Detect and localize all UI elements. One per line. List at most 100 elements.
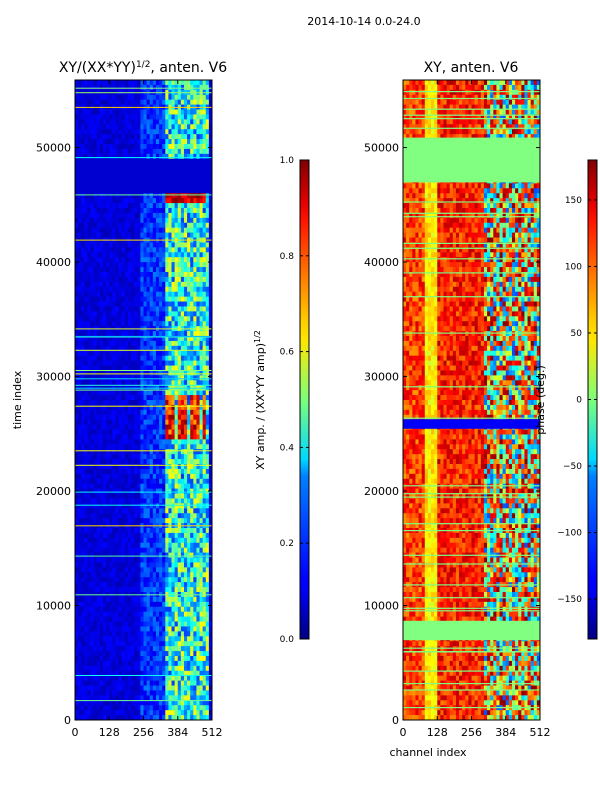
heatmap-cell <box>162 306 166 312</box>
heatmap-cell <box>127 572 132 578</box>
heatmap-cell <box>124 242 129 248</box>
heatmap-cell <box>106 498 110 504</box>
heatmap-cell <box>183 537 188 544</box>
heatmap-cell <box>99 478 104 484</box>
heatmap-cell <box>165 587 169 593</box>
heatmap-cell <box>171 380 175 386</box>
heatmap-cell <box>124 134 129 140</box>
heatmap-cell <box>81 547 85 553</box>
heatmap-cell <box>115 336 119 342</box>
heatmap-cell <box>81 360 85 366</box>
heatmap-cell <box>202 345 207 352</box>
heatmap-cell <box>187 557 191 563</box>
heatmap-cell <box>174 242 179 248</box>
heatmap-cell <box>118 621 122 627</box>
heatmap-cell <box>202 232 207 238</box>
heatmap-cell <box>149 129 154 135</box>
heatmap-cell <box>199 94 203 100</box>
heatmap-cell <box>183 380 188 386</box>
heatmap-cell <box>143 572 147 578</box>
heatmap-cell <box>106 188 110 194</box>
heatmap-cell <box>199 513 203 519</box>
heatmap-cell <box>146 424 151 430</box>
heatmap-cell <box>149 124 154 130</box>
heatmap-cell <box>155 267 160 273</box>
heatmap-cell <box>152 173 157 179</box>
heatmap-cell <box>90 321 94 327</box>
heatmap-cell <box>118 119 122 125</box>
heatmap-cell <box>162 84 166 91</box>
heatmap-cell <box>78 596 82 603</box>
heatmap-cell <box>137 340 141 347</box>
heatmap-cell <box>159 454 163 460</box>
heatmap-cell <box>193 217 197 224</box>
heatmap-cell <box>183 611 188 617</box>
heatmap-cell <box>149 306 154 312</box>
heatmap-cell <box>109 350 113 356</box>
heatmap-cell <box>121 252 126 258</box>
heatmap-cell <box>149 355 154 361</box>
heatmap-cell <box>146 247 151 253</box>
heatmap-cell <box>75 572 79 578</box>
heatmap-cell <box>96 587 101 593</box>
heatmap-cell <box>137 124 141 130</box>
heatmap-cell <box>180 567 185 573</box>
heatmap-cell <box>193 596 197 603</box>
heatmap-cell <box>196 464 200 470</box>
heatmap-cell <box>106 124 110 130</box>
heatmap-cell <box>106 198 110 204</box>
heatmap-cell <box>205 395 210 401</box>
heatmap-cell <box>187 114 191 120</box>
heatmap-cell <box>90 345 94 352</box>
heatmap-cell <box>109 370 113 376</box>
heatmap-cell <box>205 557 210 563</box>
heatmap-cell <box>90 449 94 455</box>
heatmap-cell <box>205 252 210 258</box>
heatmap-cell <box>174 557 179 563</box>
heatmap-cell <box>183 572 188 578</box>
heatmap-cell <box>115 276 119 283</box>
heatmap-cell <box>193 321 197 327</box>
heatmap-cell <box>193 621 197 627</box>
heatmap-cell <box>124 217 129 224</box>
heatmap-cell <box>199 616 203 622</box>
heatmap-cell <box>196 286 200 292</box>
heatmap-cell <box>84 473 88 480</box>
heatmap-cell <box>115 119 119 125</box>
heatmap-cell <box>208 498 212 504</box>
heatmap-cell <box>118 370 122 376</box>
heatmap-cell <box>143 395 147 401</box>
heatmap-cell <box>140 188 144 194</box>
heatmap-cell <box>96 404 101 411</box>
heatmap-cell <box>199 355 203 361</box>
heatmap-cell <box>146 331 151 337</box>
heatmap-cell <box>187 276 191 283</box>
heatmap-cell <box>137 109 141 115</box>
heatmap-cell <box>112 286 116 292</box>
heatmap-cell <box>103 232 107 238</box>
heatmap-cell <box>177 503 182 509</box>
heatmap-cell <box>124 611 129 617</box>
heatmap-cell <box>96 429 101 435</box>
heatmap-cell <box>134 611 138 617</box>
heatmap-cell <box>196 144 200 150</box>
heatmap-cell <box>127 109 132 115</box>
heatmap-cell <box>81 257 85 263</box>
heatmap-cell <box>137 281 141 288</box>
heatmap-cell <box>106 488 110 494</box>
heatmap-cell <box>143 542 147 548</box>
heatmap-cell <box>112 567 116 573</box>
heatmap-cell <box>137 242 141 248</box>
heatmap-cell <box>90 183 94 189</box>
heatmap-cell <box>112 419 116 425</box>
heatmap-cell <box>180 380 185 386</box>
heatmap-cell <box>87 596 91 603</box>
heatmap-cell <box>90 163 94 169</box>
heatmap-cell <box>199 572 203 578</box>
heatmap-cell <box>118 552 122 558</box>
heatmap-cell <box>127 424 132 430</box>
heatmap-cell <box>127 139 132 145</box>
heatmap-cell <box>159 547 163 553</box>
heatmap-cell <box>155 424 160 430</box>
heatmap-cell <box>174 542 179 548</box>
